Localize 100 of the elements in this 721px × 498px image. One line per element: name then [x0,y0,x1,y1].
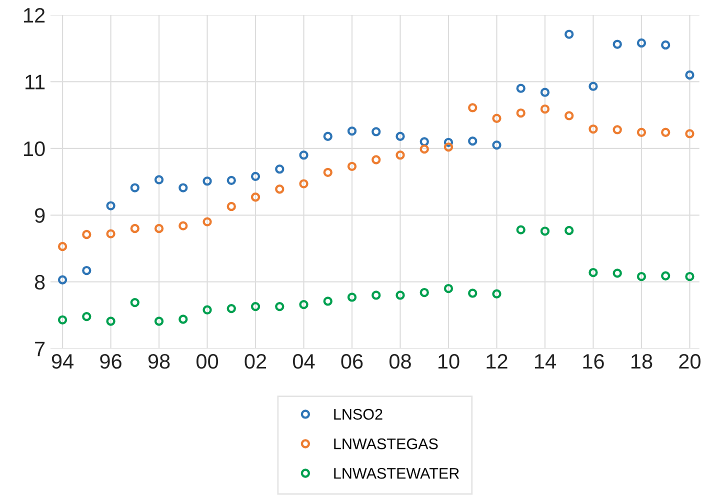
point [468,103,478,112]
point [178,183,188,192]
point [275,302,284,312]
point [299,300,308,310]
x-tick-label: 18 [631,354,652,369]
point [661,128,670,137]
point [106,316,116,326]
point [685,129,694,138]
point [178,221,188,230]
point [540,104,550,114]
point [82,266,92,276]
point [275,164,284,174]
point [372,290,381,300]
point [323,132,332,141]
point [685,70,694,80]
point [323,168,332,178]
point [516,225,526,234]
point [347,292,357,302]
point [82,230,92,240]
point [299,179,308,188]
point [564,111,574,120]
point [347,126,357,136]
point [516,108,526,118]
point [444,142,454,152]
point [154,316,164,326]
x-tick-label: 00 [196,354,218,369]
point [58,315,68,324]
x-tick-label: 02 [244,354,266,369]
x-tick-label: 06 [341,354,363,369]
point [420,137,429,146]
y-tick-label: 12 [24,8,45,22]
point [492,114,502,123]
x-tick-label: 10 [438,354,460,369]
point [468,288,478,298]
point [250,172,260,182]
point [588,268,598,278]
point [130,183,140,192]
point [106,229,116,238]
point [564,30,574,39]
legend-label: LNWASTEGAS [334,438,438,450]
point [58,242,68,252]
point [444,138,454,147]
point [612,268,622,278]
point [420,288,429,298]
point [202,217,212,226]
point [372,127,381,136]
x-tick-label: 94 [52,354,74,369]
point [444,284,454,294]
point [130,298,140,308]
point [154,224,164,234]
legend-label: LNSO2 [334,408,382,420]
point [250,302,260,312]
point [154,175,164,184]
point [636,38,646,48]
point [299,150,308,160]
point [106,201,116,210]
point [396,132,405,141]
point [516,84,526,93]
point [226,202,236,212]
x-tick-label: 04 [292,354,315,369]
point [58,275,68,284]
point [130,224,140,234]
point [636,272,646,282]
point [396,290,405,300]
point [202,176,212,186]
point [226,304,236,314]
point [564,226,574,236]
point [250,192,260,202]
point [492,140,502,150]
y-tick-label: 8 [34,274,45,290]
point [420,144,429,154]
point [468,136,478,146]
point [636,128,646,137]
y-tick-label: 10 [24,141,45,156]
point [202,305,212,314]
x-tick-label: 96 [100,354,122,369]
point [588,82,598,91]
point [372,155,381,164]
y-tick-label: 9 [35,208,45,223]
point [226,176,236,186]
point [347,162,357,172]
point [612,40,622,49]
y-tick-label: 11 [26,74,45,90]
x-tick-label: 16 [583,354,604,369]
point [178,314,188,324]
point [612,125,622,134]
x-tick-label: 20 [679,354,700,369]
x-tick-label: 12 [486,354,508,369]
x-tick-label: 98 [148,354,170,369]
point [540,226,550,236]
point [323,296,332,306]
point [661,40,670,50]
point [588,124,598,134]
x-tick-label: 14 [534,354,556,369]
point [492,289,502,298]
point [661,271,670,280]
legend-label: LNWASTEWATER [334,468,459,479]
x-tick-label: 08 [389,354,411,369]
y-tick-label: 7 [35,342,45,356]
point [275,184,284,194]
